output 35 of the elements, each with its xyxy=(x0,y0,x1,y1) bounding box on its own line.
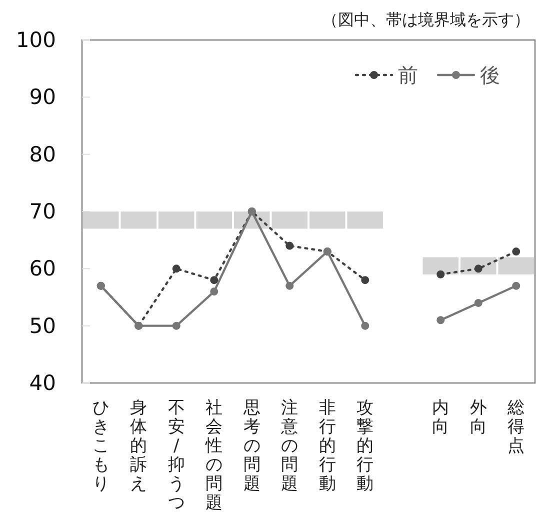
point xyxy=(210,288,218,296)
x-tick-label: 不安/抑うつ xyxy=(168,398,185,513)
point xyxy=(436,270,445,278)
x-tick-label: 思考の問題 xyxy=(243,398,260,494)
y-tick-label: 40 xyxy=(29,371,56,395)
point xyxy=(474,298,482,307)
point xyxy=(361,276,370,284)
point xyxy=(210,276,218,284)
point xyxy=(172,264,180,273)
x-tick-label: 攻撃的行動 xyxy=(356,398,374,494)
point xyxy=(286,282,294,290)
text: （図中、帯は境界域を示す） xyxy=(322,10,530,29)
x-tick-label: 内向 xyxy=(432,398,450,437)
point xyxy=(512,282,520,290)
y-tick-label: 80 xyxy=(29,142,56,166)
x-tick-label: 総得点 xyxy=(508,398,525,456)
x-tick-label: 注意の問題 xyxy=(281,398,298,494)
x-tick-label: 外向 xyxy=(470,398,487,437)
point xyxy=(361,322,370,330)
y-tick-label: 50 xyxy=(29,314,56,338)
point xyxy=(172,322,180,330)
y-tick-label: 60 xyxy=(29,256,56,281)
legend-label: 前 xyxy=(398,63,418,87)
point xyxy=(512,248,520,256)
y-tick-label: 90 xyxy=(29,85,56,110)
x-tick-label: 身体的訴え xyxy=(130,398,148,494)
point xyxy=(436,316,445,324)
legend-label: 後 xyxy=(480,63,500,87)
y-tick-label: 100 xyxy=(16,28,56,52)
point xyxy=(286,242,294,250)
y-tick-label: 70 xyxy=(29,200,56,224)
x-tick-label: ひきこもり xyxy=(92,398,110,494)
x-tick-label: 非行的行動 xyxy=(318,398,336,494)
x-tick-label: 社会性の問題 xyxy=(206,398,223,513)
point xyxy=(474,264,482,273)
